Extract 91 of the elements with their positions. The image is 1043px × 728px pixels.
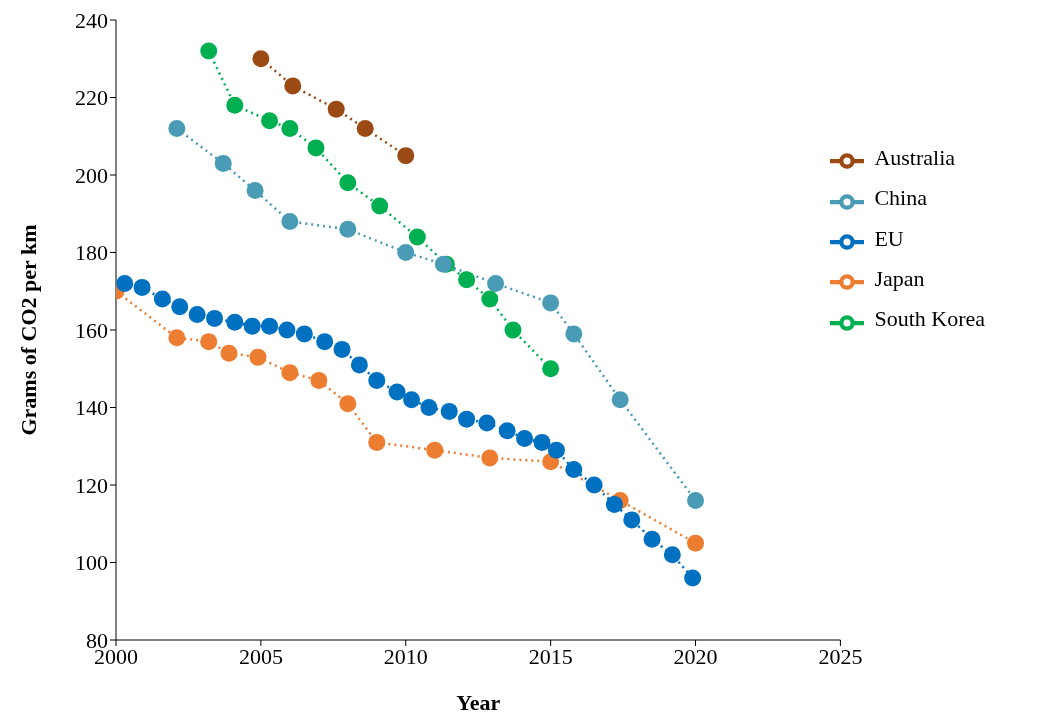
point	[356, 120, 374, 137]
legend-label: EU	[874, 225, 904, 251]
point	[214, 154, 232, 172]
y-tick-label: 180	[75, 240, 108, 266]
point	[339, 220, 357, 238]
point	[623, 511, 641, 529]
point	[188, 306, 206, 323]
point	[408, 228, 426, 246]
point	[226, 313, 244, 331]
point	[133, 278, 151, 296]
legend-label: Australia	[874, 145, 956, 170]
point	[171, 298, 189, 316]
point	[226, 96, 244, 114]
point	[252, 50, 270, 68]
point	[403, 391, 421, 409]
x-tick-label: 2025	[818, 643, 863, 669]
y-tick-label: 220	[75, 85, 108, 111]
point	[339, 174, 357, 192]
point	[310, 371, 328, 389]
y-tick-label: 120	[75, 472, 108, 498]
point	[350, 356, 368, 374]
point	[327, 100, 345, 118]
legend-label: South Korea	[874, 306, 985, 332]
point	[487, 275, 505, 292]
point	[295, 325, 313, 343]
point	[368, 371, 386, 389]
point	[261, 112, 279, 130]
point	[200, 42, 218, 60]
point	[542, 360, 560, 378]
point	[307, 139, 325, 157]
point	[481, 290, 499, 308]
point	[611, 391, 629, 409]
point	[261, 317, 279, 335]
point	[249, 348, 267, 366]
y-tick-label: 240	[75, 7, 108, 33]
point	[498, 422, 516, 440]
point	[284, 77, 302, 95]
point	[687, 492, 705, 509]
x-tick-label: 2010	[383, 643, 428, 669]
point	[458, 271, 476, 289]
y-tick-label: 200	[75, 162, 108, 188]
point	[368, 433, 386, 451]
point	[116, 275, 134, 292]
point	[281, 364, 299, 382]
point	[420, 399, 438, 416]
legend-label: China	[874, 185, 927, 211]
point	[533, 433, 551, 451]
point	[458, 410, 476, 428]
point	[663, 546, 681, 564]
point	[339, 395, 357, 413]
point	[440, 402, 458, 420]
x-axis-title: Year	[456, 690, 501, 715]
y-axis-title: Grams of CO2 per km	[15, 224, 41, 436]
point	[220, 344, 238, 362]
point	[243, 317, 261, 335]
y-tick-label: 160	[75, 317, 108, 343]
point	[478, 414, 496, 432]
point	[565, 325, 583, 343]
point	[246, 182, 264, 199]
x-tick-label: 2020	[673, 643, 718, 669]
point	[426, 441, 444, 459]
point	[687, 534, 705, 552]
point	[516, 430, 534, 447]
point	[316, 333, 334, 351]
x-tick-label: 2015	[528, 643, 573, 669]
point	[153, 290, 171, 308]
legend-label: Japan	[874, 265, 925, 291]
y-tick-label: 100	[75, 550, 108, 576]
point	[206, 309, 224, 327]
point	[605, 495, 623, 513]
point	[168, 120, 186, 137]
point	[333, 340, 351, 358]
y-tick-label: 140	[75, 395, 108, 421]
point	[504, 321, 522, 339]
point	[397, 244, 415, 261]
x-tick-label: 2005	[238, 643, 283, 669]
point	[542, 294, 560, 312]
point	[278, 321, 296, 339]
point	[643, 530, 661, 548]
point	[281, 213, 299, 230]
point	[481, 449, 499, 467]
point	[388, 383, 406, 401]
point	[371, 197, 389, 215]
point	[547, 441, 565, 459]
point	[565, 461, 583, 478]
point	[168, 329, 186, 347]
point	[200, 333, 218, 351]
point	[684, 569, 702, 587]
point	[585, 476, 603, 494]
point	[397, 147, 415, 165]
point	[281, 120, 299, 137]
